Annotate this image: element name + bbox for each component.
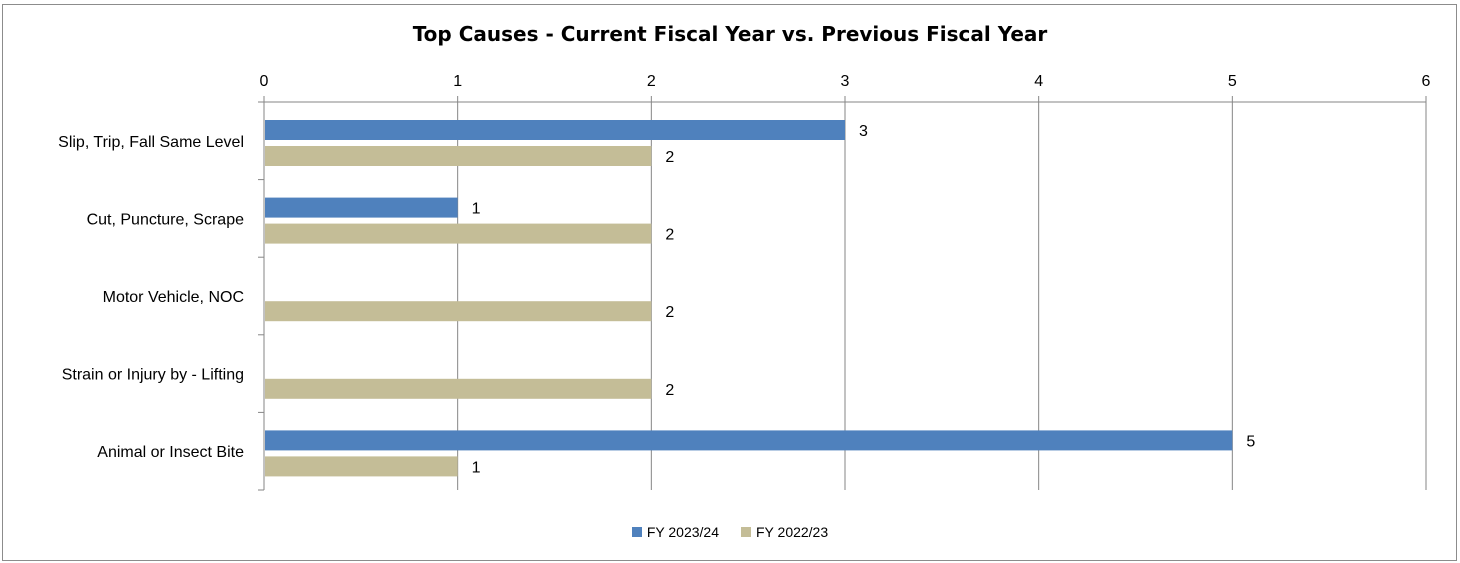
category-label: Strain or Injury by - Lifting [62,367,244,384]
legend-item-fy-2022-23: FY 2022/23 [741,524,828,540]
chart-title: Top Causes - Current Fiscal Year vs. Pre… [412,22,1048,46]
bar-fy-2022-23 [265,456,458,477]
data-label: 1 [472,201,481,218]
bar-fy-2022-23 [265,146,652,166]
bar-fy-2023-24 [265,197,458,218]
bar-fy-2022-23 [265,378,652,399]
bar-fy-2022-23 [265,301,652,322]
legend-swatch-fy-2022-23 [741,527,751,537]
data-label: 1 [472,459,481,476]
legend-label-fy-2022-23: FY 2022/23 [756,524,829,540]
data-label: 3 [859,123,868,140]
data-label: 5 [1246,433,1255,450]
data-label: 2 [665,382,674,399]
x-tick-label: 2 [647,73,656,90]
x-tick-label: 4 [1034,73,1043,90]
data-label: 2 [665,304,674,321]
x-tick-label: 0 [260,73,269,90]
legend-swatch-fy-2023-24 [631,527,642,537]
category-label: Animal or Insect Bite [97,444,244,461]
data-label: 2 [665,149,674,166]
legend-label-fy-2023-24: FY 2023/24 [646,524,719,540]
bar-fy-2022-23 [265,223,652,244]
bar-fy-2023-24 [265,120,845,140]
x-tick-label: 6 [1422,73,1431,90]
x-tick-label: 1 [453,73,462,90]
legend-item-fy-2023-24: FY 2023/24 [631,524,719,540]
category-label: Motor Vehicle, NOC [103,289,244,306]
legend: FY 2023/24 FY 2022/23 [0,524,1460,540]
bar-fy-2023-24 [265,430,1233,451]
x-tick-label: 5 [1228,73,1237,90]
category-label: Slip, Trip, Fall Same Level [58,134,244,151]
chart-frame [2,4,1457,561]
x-tick-label: 3 [841,73,850,90]
category-label: Cut, Puncture, Scrape [87,211,245,228]
data-label: 2 [665,227,674,244]
